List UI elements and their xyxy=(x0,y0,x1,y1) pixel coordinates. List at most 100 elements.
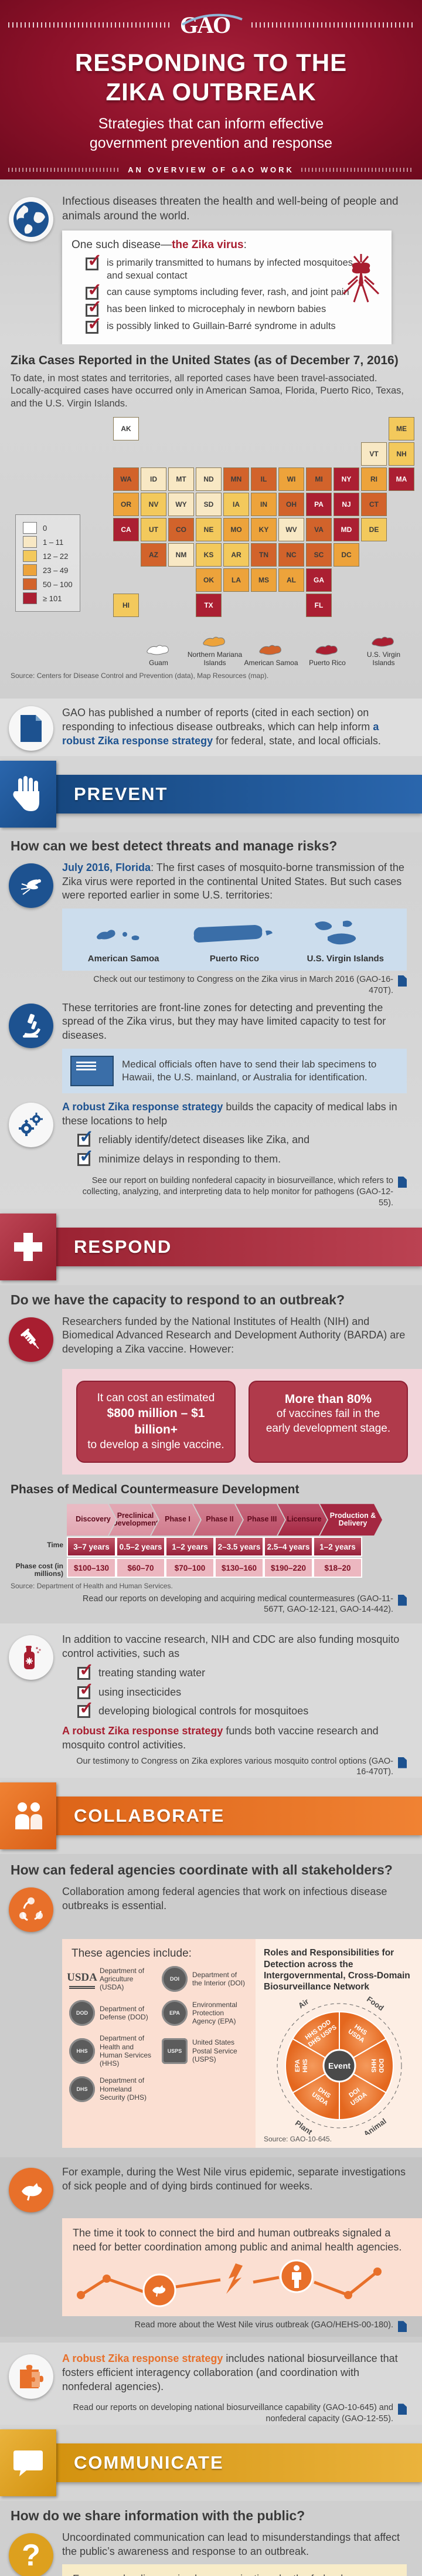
mail-specimen-icon xyxy=(70,1055,114,1086)
page-subtitle: Strategies that can inform effective gov… xyxy=(89,116,333,151)
agency-seal-dod-icon: DOD xyxy=(69,2000,95,2026)
communicate-section: How do we share information with the pub… xyxy=(0,2500,422,2576)
checklist-item-label: can cause symptoms including fever, rash… xyxy=(107,286,349,297)
state-tile-SC: SC xyxy=(306,543,332,567)
agency-name: United States Postal Service (USPS) xyxy=(192,2038,237,2064)
checklist-item-label: minimize delays in responding to them. xyxy=(98,1153,281,1165)
phases-title: Phases of Medical Countermeasure Develop… xyxy=(11,1483,300,1497)
report-link-biosurveillance[interactable]: Read our reports on developing national … xyxy=(0,2399,422,2425)
territory-silhouette-icon xyxy=(202,636,225,647)
wheel-sector-human xyxy=(338,2038,394,2094)
phases-chart: Phases of Medical Countermeasure Develop… xyxy=(0,1475,422,1590)
territory-american-samoa: American Samoa xyxy=(74,917,173,965)
outbreak-timeline-graphic xyxy=(77,2259,382,2307)
state-tile-GA: GA xyxy=(306,568,332,592)
checklist-item: ✓ can cause symptoms including fever, ras… xyxy=(86,281,361,300)
state-tile-WY: WY xyxy=(168,493,194,517)
checklist-item: ✓ treating standing water xyxy=(77,1661,407,1680)
agency-item-hhs: HHS Department of Health and Human Servic… xyxy=(69,2034,156,2068)
report-link-gao-16-470t[interactable]: Check out our testimony to Congress on t… xyxy=(0,971,422,996)
checkbox-icon: ✓ xyxy=(86,252,102,271)
territory-silhouette-icon xyxy=(146,645,169,655)
agencies-grid: USDA Department of Agriculture (USDA) DOI D… xyxy=(67,1966,249,2102)
map-territory-item: Guam xyxy=(131,642,186,667)
checkbox-icon: ✓ xyxy=(86,315,102,334)
territory-name: Northern Mariana Islands xyxy=(187,650,243,667)
communicate-banner: COMMUNICATE xyxy=(0,2425,422,2501)
legend-label: 12 – 22 xyxy=(43,551,69,561)
time-cell-5: 2.5–4 years xyxy=(264,1537,313,1557)
state-tile-NV: NV xyxy=(141,493,166,517)
state-tile-DC: DC xyxy=(333,543,359,567)
prevent-banner-label: PREVENT xyxy=(74,783,168,804)
communicate-banner-label: COMMUNICATE xyxy=(74,2452,224,2473)
checklist-item-label: has been linked to microcephaly in newbo… xyxy=(107,303,326,314)
prevent-section: How can we best detect threats and manag… xyxy=(0,832,422,1209)
wheel-sector-water xyxy=(285,2038,341,2094)
checkbox-icon: ✓ xyxy=(77,1128,94,1147)
state-tile-IL: IL xyxy=(251,467,277,492)
agency-name: Department of Agriculture (USDA) xyxy=(100,1966,145,1992)
agency-name: Department of Health and Human Services … xyxy=(100,2034,152,2068)
time-cell-4: 2–3.5 years xyxy=(215,1537,264,1557)
report-link-west-nile[interactable]: Read more about the West Nile virus outb… xyxy=(0,2316,422,2333)
phase-time-row: Time 3–7 years 0.5–2 years 1–2 years 2–3.5 y… xyxy=(11,1537,411,1557)
speech-bubble-icon xyxy=(0,2429,56,2496)
checkbox-icon: ✓ xyxy=(86,298,102,317)
collaborate-section: How can federal agencies coordinate with… xyxy=(0,1854,422,2425)
time-cell-3: 1–2 years xyxy=(165,1537,215,1557)
wheel-sector-animal xyxy=(339,2065,387,2120)
report-link-mosquito-options[interactable]: Our testimony to Congress on Zika explor… xyxy=(0,1753,422,1778)
zika-facts-checklist: ✓ is primarily transmitted to humans by i… xyxy=(86,252,361,334)
respond-checklist: ✓ treating standing water ✓ using insectici… xyxy=(77,1661,407,1719)
globe-icon xyxy=(9,197,53,242)
cost-cell-5: $190–220 xyxy=(264,1558,313,1578)
agency-seal-dhs-icon: DHS xyxy=(69,2076,95,2102)
state-tile-SD: SD xyxy=(196,493,222,517)
report-link-countermeasures[interactable]: Read our reports on developing and acqui… xyxy=(0,1590,422,1616)
gears-icon xyxy=(9,1102,53,1147)
overview-label: AN OVERVIEW OF GAO WORK xyxy=(128,165,294,175)
map-description: To date, in most states and territories,… xyxy=(11,372,404,409)
state-tile-ME: ME xyxy=(389,417,414,441)
state-tile-KS: KS xyxy=(196,543,222,567)
legend-label: 0 xyxy=(43,523,47,533)
checklist-item: ✓ reliably identify/detect diseases like … xyxy=(77,1128,407,1147)
wheel-domain-label-human: Human xyxy=(407,2053,409,2079)
agency-item-usda: USDA Department of Agriculture (USDA) xyxy=(67,1966,156,1992)
state-tile-NJ: NJ xyxy=(333,493,359,517)
cost-row-label: Phase cost (in millions) xyxy=(15,1562,63,1578)
report-doc-icon xyxy=(398,2404,407,2415)
legend-row: 1 – 11 xyxy=(23,536,73,548)
phase-arrow-2: Preclinical Development xyxy=(109,1504,158,1536)
legend-row: 0 xyxy=(23,522,73,534)
prevent-banner: PREVENT xyxy=(0,756,422,832)
checklist-item-label: is possibly linked to Guillain-Barré syn… xyxy=(107,320,336,331)
tick-divider xyxy=(8,22,171,28)
checkbox-icon: ✓ xyxy=(77,1661,94,1680)
legend-swatch xyxy=(23,522,37,534)
state-tile-KY: KY xyxy=(251,518,277,542)
zika-facts-title: One such disease—the Zika virus: xyxy=(72,239,247,252)
agency-seal-usda-icon: USDA xyxy=(67,1969,97,1989)
phase-arrow-1: Discovery xyxy=(67,1504,116,1536)
territory-silhouette-icon xyxy=(315,645,338,655)
american-samoa-silhouette-icon xyxy=(96,930,139,941)
report-link-gao-12-55[interactable]: See our report on building nonfederal ca… xyxy=(0,1172,422,1209)
biosurveillance-wheel: HHS USDA Food DOD HHS Human DOI USDA Animal DHS US… xyxy=(270,1997,409,2135)
map-section: Zika Cases Reported in the United States… xyxy=(0,344,422,699)
time-cell-1: 3–7 years xyxy=(67,1537,116,1557)
biosurveillance-wheel-box: Roles and Responsibilities for Detection… xyxy=(256,1939,422,2148)
checkbox-icon: ✓ xyxy=(77,1700,94,1719)
agency-seal-epa-icon: EPA xyxy=(162,2000,188,2026)
territory-name: Guam xyxy=(149,658,168,667)
mosquito-circle-icon xyxy=(9,863,53,908)
wheel-sector-food xyxy=(339,2011,387,2067)
report-document-icon xyxy=(9,706,53,751)
checkbox-icon: ✓ xyxy=(77,1680,94,1699)
state-tile-AK: AK xyxy=(113,417,139,441)
flu-season-box: For example, disorganized communications… xyxy=(62,2564,407,2576)
legend-label: 1 – 11 xyxy=(43,537,64,547)
wheel-sector-agencies: HHS xyxy=(302,2059,309,2072)
map-title: Zika Cases Reported in the United States… xyxy=(11,353,399,367)
